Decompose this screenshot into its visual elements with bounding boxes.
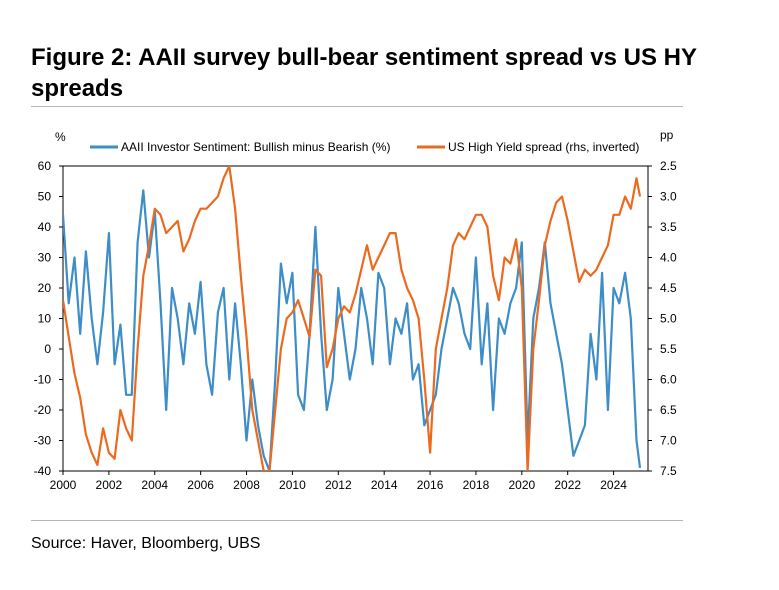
left-axis-unit: % bbox=[55, 130, 66, 144]
series-layer bbox=[63, 166, 642, 471]
chart: 6050403020100-10-20-30-402.53.03.54.04.5… bbox=[34, 128, 677, 492]
left-tick-label: 50 bbox=[38, 190, 52, 204]
bottom-divider bbox=[31, 520, 683, 521]
sentiment-line bbox=[63, 189, 642, 471]
right-tick-label: 2.5 bbox=[660, 159, 677, 173]
left-tick-label: -10 bbox=[34, 373, 52, 387]
right-tick-label: 6.5 bbox=[660, 403, 677, 417]
page-title: Figure 2: AAII survey bull-bear sentimen… bbox=[31, 44, 697, 102]
x-tick-label: 2006 bbox=[187, 478, 214, 492]
right-tick-label: 4.0 bbox=[660, 251, 677, 265]
right-tick-label: 3.5 bbox=[660, 220, 677, 234]
x-tick-label: 2022 bbox=[554, 478, 581, 492]
x-tick-label: 2024 bbox=[600, 478, 627, 492]
legend-label-hy: US High Yield spread (rhs, inverted) bbox=[448, 140, 639, 154]
x-tick-label: 2002 bbox=[96, 478, 123, 492]
left-tick-label: 10 bbox=[38, 312, 52, 326]
legend-label-sentiment: AAII Investor Sentiment: Bullish minus B… bbox=[121, 140, 390, 154]
right-tick-label: 3.0 bbox=[660, 190, 677, 204]
x-tick-label: 2016 bbox=[417, 478, 444, 492]
x-tick-label: 2004 bbox=[141, 478, 168, 492]
left-tick-label: 20 bbox=[38, 281, 52, 295]
right-tick-label: 4.5 bbox=[660, 281, 677, 295]
left-tick-label: 0 bbox=[44, 342, 51, 356]
x-tick-label: 2014 bbox=[371, 478, 398, 492]
x-tick-label: 2000 bbox=[50, 478, 77, 492]
right-tick-label: 7.0 bbox=[660, 434, 677, 448]
left-tick-label: -40 bbox=[34, 464, 52, 478]
plot-frame bbox=[62, 165, 649, 472]
right-tick-label: 7.5 bbox=[660, 464, 677, 478]
axes-layer: 6050403020100-10-20-30-402.53.03.54.04.5… bbox=[34, 159, 677, 492]
left-tick-label: 60 bbox=[38, 159, 52, 173]
x-tick-label: 2018 bbox=[463, 478, 490, 492]
source-note: Source: Haver, Bloomberg, UBS bbox=[31, 535, 261, 552]
x-tick-label: 2010 bbox=[279, 478, 306, 492]
right-tick-label: 6.0 bbox=[660, 373, 677, 387]
top-divider bbox=[31, 106, 683, 107]
x-tick-label: 2020 bbox=[508, 478, 535, 492]
left-tick-label: 40 bbox=[38, 220, 52, 234]
right-axis-unit: pp bbox=[660, 128, 674, 142]
x-tick-label: 2012 bbox=[325, 478, 352, 492]
left-tick-label: -30 bbox=[34, 434, 52, 448]
left-tick-label: 30 bbox=[38, 251, 52, 265]
hy-spread-line bbox=[63, 166, 642, 471]
left-tick-label: -20 bbox=[34, 403, 52, 417]
right-tick-label: 5.5 bbox=[660, 342, 677, 356]
legend: AAII Investor Sentiment: Bullish minus B… bbox=[90, 140, 639, 154]
x-tick-label: 2008 bbox=[233, 478, 260, 492]
right-tick-label: 5.0 bbox=[660, 312, 677, 326]
